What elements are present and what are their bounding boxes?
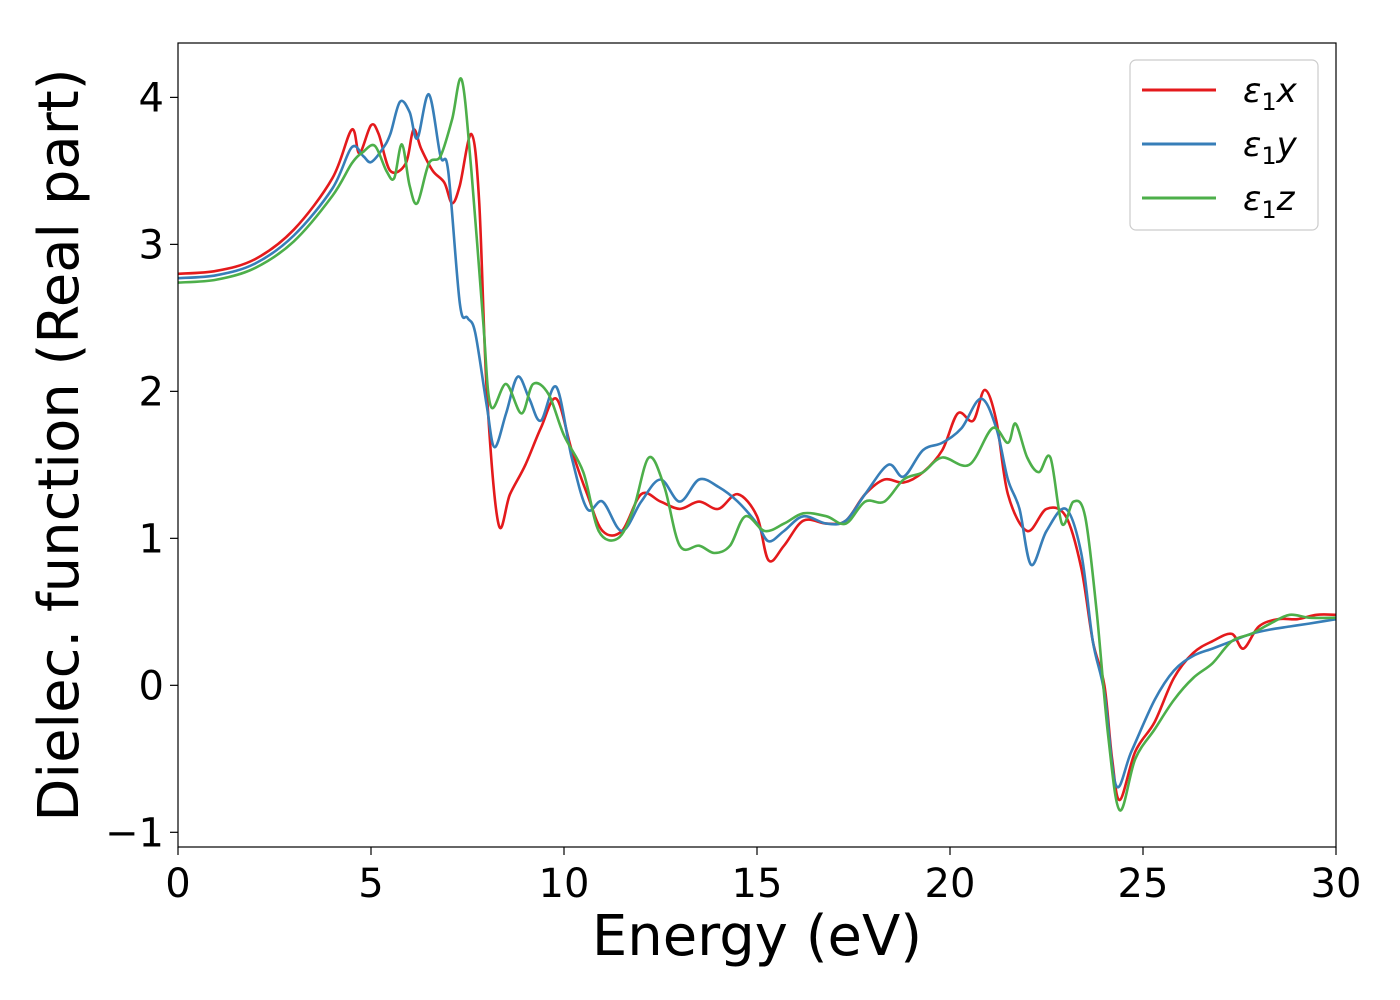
- series-line-1: [177, 122, 1337, 802]
- y-tick-label: 2: [139, 369, 164, 415]
- y-tick-label: 4: [139, 75, 164, 121]
- y-tick-label: 1: [139, 516, 164, 562]
- series-layer: [177, 77, 1337, 812]
- x-tick-label: 20: [925, 861, 976, 907]
- legend-label-2: ε1y: [1243, 125, 1298, 170]
- y-axis-ticks: −1 0 1 2 3 4: [105, 75, 178, 856]
- legend-label-3: ε1z: [1243, 179, 1296, 224]
- y-tick-label: −1: [105, 810, 164, 856]
- x-tick-label: 5: [358, 861, 383, 907]
- y-tick-label: 0: [139, 663, 164, 709]
- x-axis-label: Energy (eV): [592, 904, 922, 969]
- x-tick-label: 15: [732, 861, 783, 907]
- series-line-3: [177, 77, 1337, 812]
- legend-label-1: ε1x: [1243, 71, 1298, 116]
- x-tick-label: 30: [1311, 861, 1362, 907]
- legend: ε1x ε1y ε1z: [1129, 59, 1319, 231]
- x-tick-label: 0: [165, 861, 190, 907]
- y-axis-label: Dielec. function (Real part): [27, 68, 92, 821]
- x-tick-label: 25: [1118, 861, 1169, 907]
- legend-box: [1129, 59, 1319, 231]
- x-tick-label: 10: [539, 861, 590, 907]
- y-tick-label: 3: [139, 222, 164, 268]
- x-axis-ticks: 0 5 10 15 20 25 30: [165, 847, 1361, 907]
